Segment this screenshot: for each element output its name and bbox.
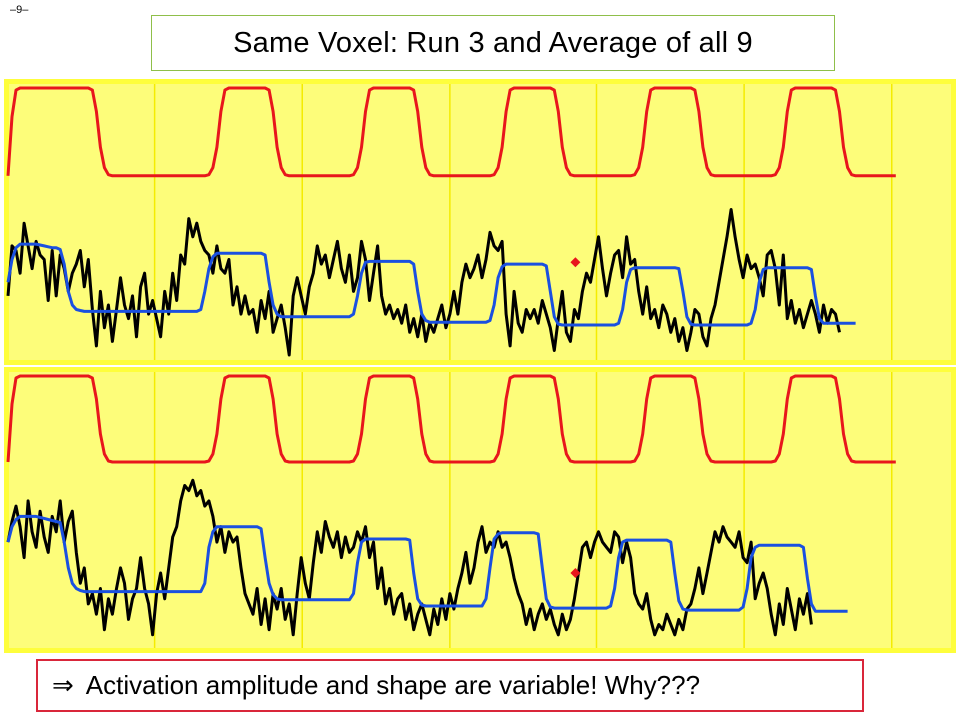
event-marker (570, 257, 581, 268)
page-number: –9– (10, 4, 29, 16)
panel-background (9, 84, 951, 360)
caption-box: ⇒ Activation amplitude and shape are var… (36, 659, 864, 712)
data-series-line (6, 478, 813, 637)
implies-arrow-icon: ⇒ (52, 670, 74, 701)
event-marker (570, 568, 581, 579)
fit-series-line (6, 514, 848, 613)
stimulus-series-line (6, 86, 896, 178)
panel-background (9, 372, 951, 648)
plot-panel-bottom (4, 367, 956, 653)
title-box: Same Voxel: Run 3 and Average of all 9 (151, 15, 835, 71)
slide-title: Same Voxel: Run 3 and Average of all 9 (233, 26, 753, 59)
stimulus-series-line (6, 374, 896, 464)
fit-series-line (6, 242, 856, 327)
plot-panel-top (4, 79, 956, 365)
caption-text: Activation amplitude and shape are varia… (85, 670, 701, 700)
